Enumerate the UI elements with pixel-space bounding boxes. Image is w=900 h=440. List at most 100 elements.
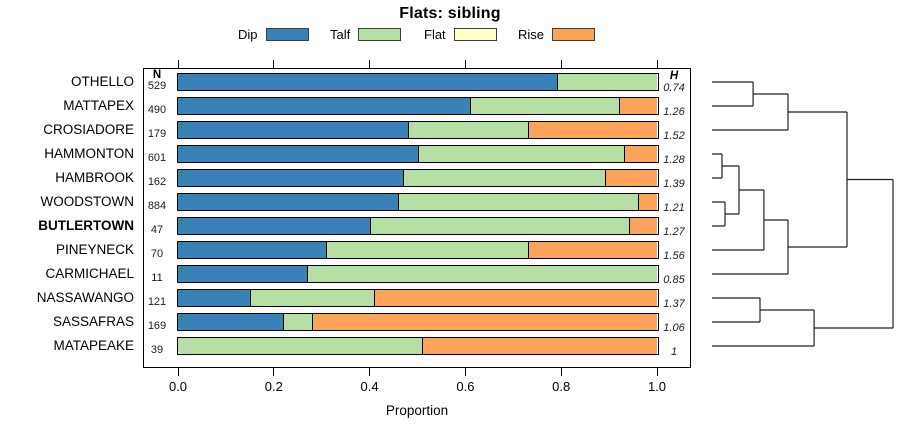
bar-segment-dip (177, 266, 308, 282)
axis-tick (369, 60, 371, 68)
bar-segment-rise (527, 242, 658, 258)
bar-row-carmichael (176, 265, 659, 283)
category-label-carmichael: CARMICHAEL (45, 266, 134, 281)
axis-tick (177, 60, 179, 68)
bar-segment-talf (407, 122, 528, 138)
bar-segment-talf (283, 314, 312, 330)
plot-area (143, 68, 691, 368)
bar-segment-dip (177, 218, 370, 234)
bar-segment-talf (398, 194, 639, 210)
legend-item-dip: Dip (238, 26, 309, 42)
legend-item-rise: Rise (518, 26, 596, 42)
bar-segment-dip (177, 122, 408, 138)
category-label-crosiadore: CROSIADORE (43, 122, 134, 137)
bar-segment-talf (417, 146, 624, 162)
dendrogram (712, 81, 894, 347)
legend-label: Dip (238, 26, 258, 42)
bar-row-crosiadore (176, 121, 659, 139)
n-value: 884 (147, 199, 167, 212)
h-value: 0.74 (663, 81, 685, 94)
h-value: 1 (670, 345, 678, 358)
chart-title: Flats: sibling (399, 5, 501, 22)
bar-segment-rise (619, 98, 658, 114)
bar-row-pineyneck (176, 241, 659, 259)
category-label-woodstown: WOODSTOWN (40, 194, 135, 209)
h-value: 1.56 (663, 249, 685, 262)
bar-row-othello (176, 73, 659, 91)
bar-row-butlertown (176, 217, 659, 235)
bar-segment-talf (369, 218, 629, 234)
category-label-nassawango: NASSAWANGO (36, 290, 134, 305)
bar-segment-dip (177, 314, 284, 330)
n-value: 169 (147, 319, 167, 332)
category-label-pineyneck: PINEYNECK (55, 242, 134, 257)
bar-segment-rise (628, 218, 658, 234)
category-label-mattapex: MATTAPEX (63, 98, 134, 113)
category-label-othello: OTHELLO (70, 74, 134, 89)
bar-segment-talf (307, 266, 658, 282)
n-value: 11 (151, 271, 163, 284)
axis-tick-label: 0.2 (264, 379, 283, 394)
bar-segment-talf (470, 98, 620, 114)
bar-row-mattapex (176, 97, 659, 115)
bar-segment-rise (638, 194, 658, 210)
dendrogram-lines (712, 81, 894, 347)
axis-tick-label: 0.6 (456, 379, 475, 394)
n-value: 39 (150, 343, 164, 356)
bar-segment-dip (177, 74, 557, 90)
axis-tick-label: 1.0 (647, 379, 667, 394)
bar-segment-dip (177, 146, 418, 162)
h-value: 1.21 (663, 201, 685, 214)
h-value: 1.06 (663, 321, 685, 334)
h-column-header: H (669, 70, 679, 82)
legend-swatch-talf (358, 27, 402, 41)
axis-tick (656, 368, 658, 376)
h-value: 0.85 (663, 273, 685, 286)
n-value: 70 (150, 247, 164, 260)
bar-segment-dip (177, 242, 327, 258)
h-value: 1.26 (663, 105, 685, 118)
n-column-header: N (152, 69, 162, 81)
legend-label: Talf (330, 26, 351, 42)
bar-segment-rise (623, 146, 658, 162)
category-label-matapeake: MATAPEAKE (53, 338, 134, 353)
legend-label: Rise (518, 26, 545, 42)
category-label-hambrook: HAMBROOK (55, 170, 134, 185)
legend-label: Flat (424, 26, 446, 42)
bar-segment-dip (177, 170, 404, 186)
n-value: 47 (150, 223, 164, 236)
bar-segment-talf (403, 170, 605, 186)
category-label-butlertown: BUTLERTOWN (38, 218, 134, 233)
bar-segment-talf (326, 242, 528, 258)
axis-tick-label: 0.8 (552, 379, 571, 394)
h-value: 1.39 (663, 177, 685, 190)
bar-row-hambrook (176, 169, 659, 187)
h-value: 1.28 (663, 153, 685, 166)
bar-row-woodstown (176, 193, 659, 211)
x-axis-title: Proportion (385, 403, 449, 418)
bar-row-matapeake (176, 337, 659, 355)
bar-segment-rise (604, 170, 658, 186)
bar-segment-talf (177, 338, 423, 354)
axis-tick (560, 368, 562, 376)
bar-row-sassafras (176, 313, 659, 331)
bar-segment-talf (556, 74, 658, 90)
bar-row-hammonton (176, 145, 659, 163)
bar-segment-rise (422, 338, 658, 354)
bar-segment-rise (527, 122, 658, 138)
bar-segment-dip (177, 194, 399, 210)
axis-tick (369, 368, 371, 376)
bar-row-nassawango (176, 289, 659, 307)
n-value: 162 (147, 175, 167, 188)
n-value: 601 (147, 151, 167, 164)
h-value: 1.27 (663, 225, 685, 238)
bar-segment-dip (177, 98, 471, 114)
category-label-sassafras: SASSAFRAS (52, 314, 134, 329)
axis-tick (273, 368, 275, 376)
n-value: 490 (147, 103, 167, 116)
legend-swatch-dip (265, 27, 309, 41)
h-value: 1.37 (663, 297, 685, 310)
n-value: 179 (147, 127, 167, 140)
legend-item-flat: Flat (424, 26, 497, 42)
